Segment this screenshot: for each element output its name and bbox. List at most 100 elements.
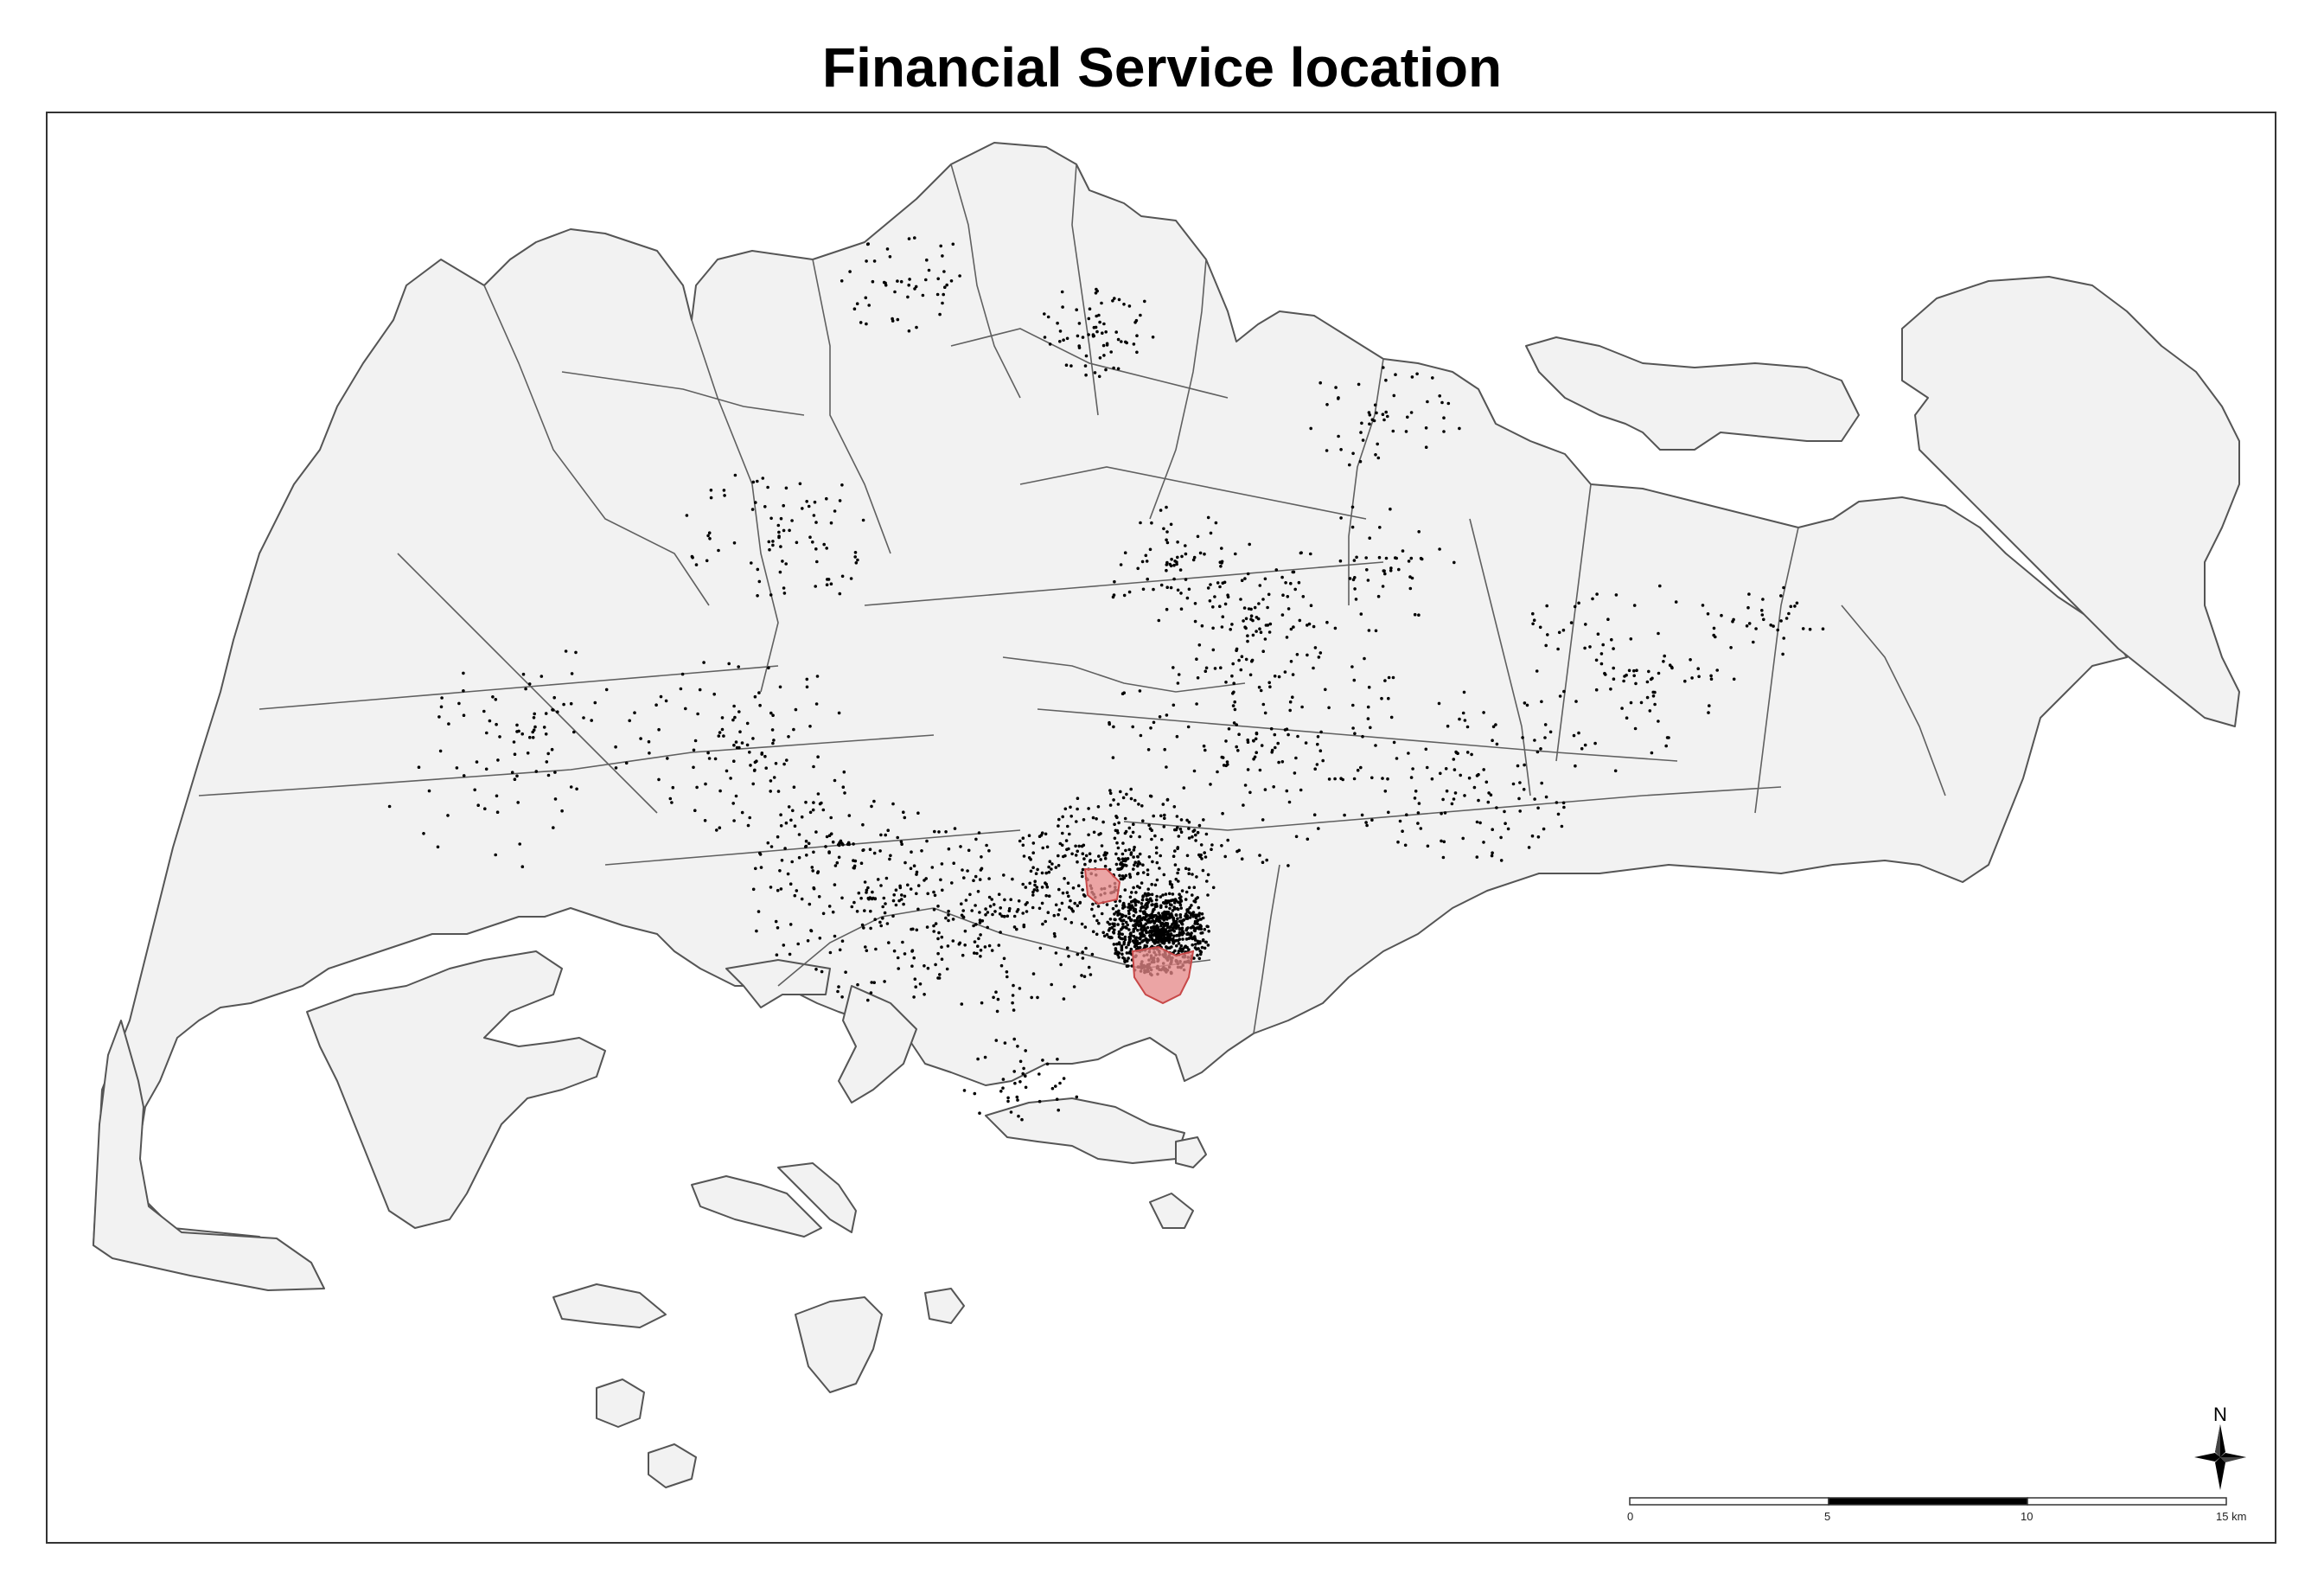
financial-service-point [780,859,784,862]
financial-service-point [961,909,965,912]
financial-service-point [784,821,788,825]
financial-service-point [899,840,903,844]
financial-service-point [1209,583,1212,586]
financial-service-point [1113,579,1116,584]
financial-service-point [1491,739,1494,742]
financial-service-point [1147,855,1152,859]
financial-service-point [1293,587,1297,592]
financial-service-point [782,503,785,508]
financial-service-point [1715,668,1719,672]
financial-service-point [1063,917,1067,921]
financial-service-point [949,279,954,283]
financial-service-point [1052,913,1057,918]
financial-service-point [767,540,771,544]
financial-service-point [1175,560,1178,564]
financial-service-point [1249,614,1254,617]
financial-service-point [1392,393,1396,398]
financial-service-point [1038,906,1042,911]
financial-service-point [769,516,773,521]
financial-service-point [633,711,636,714]
financial-service-point [1368,422,1371,426]
financial-service-point [1177,835,1181,838]
financial-service-point [884,902,887,905]
financial-service-point [1099,858,1102,861]
financial-service-point [1188,916,1192,919]
financial-service-point [774,762,778,765]
financial-service-point [786,872,790,876]
financial-service-point [1376,442,1379,446]
financial-service-point [792,785,796,789]
financial-service-point [1035,886,1039,889]
financial-service-point [915,928,919,932]
financial-service-point [1204,666,1209,670]
financial-service-point [1189,926,1193,930]
financial-service-point [1286,732,1290,737]
financial-service-point [941,888,944,892]
financial-service-point [1192,555,1197,560]
financial-service-point [1218,585,1222,589]
financial-service-point [462,713,466,717]
financial-service-point [1231,704,1235,707]
financial-service-point [968,892,972,897]
financial-service-point [944,916,948,920]
financial-service-point [1224,681,1228,684]
financial-service-point [1364,556,1368,560]
financial-service-point [910,927,913,931]
financial-service-point [1127,938,1132,942]
financial-service-point [778,685,782,689]
financial-service-point [1583,646,1587,650]
financial-service-point [1102,934,1107,938]
financial-service-point [1114,904,1118,908]
financial-service-point [550,747,554,752]
financial-service-point [1475,855,1479,859]
financial-service-point [1317,656,1321,659]
financial-service-point [712,692,716,696]
financial-service-point [797,855,801,860]
financial-service-point [1084,373,1088,377]
financial-service-point [1364,821,1368,824]
financial-service-point [1011,877,1014,881]
financial-service-point [1634,681,1638,686]
financial-service-point [1352,559,1357,562]
financial-service-point [1003,898,1006,902]
financial-service-point [1181,937,1184,941]
financial-service-point [1203,946,1207,950]
financial-service-point [1199,950,1204,954]
financial-service-point [1155,894,1159,899]
southern-island-1 [691,1175,822,1238]
financial-service-point [1155,924,1159,928]
financial-service-point [1108,720,1111,725]
financial-service-point [692,748,696,752]
financial-service-point [1096,905,1101,908]
financial-service-point [1301,595,1306,598]
financial-service-point [1029,858,1032,861]
financial-service-point [1194,943,1197,946]
financial-service-point [666,757,669,760]
financial-service-point [1129,947,1133,951]
financial-service-point [723,494,726,497]
financial-service-point [1206,873,1210,877]
financial-service-point [1021,836,1025,840]
financial-service-point [979,949,983,952]
financial-service-point [1426,844,1430,848]
financial-service-point [1001,1086,1005,1090]
financial-service-point [1191,835,1194,839]
financial-service-point [1016,1098,1019,1102]
financial-service-point [1162,825,1166,828]
financial-service-point [782,944,786,947]
financial-service-point [1201,939,1205,943]
financial-service-point [1185,818,1189,822]
financial-service-point [1133,845,1136,849]
financial-service-point [766,841,770,845]
financial-service-point [995,1009,999,1014]
financial-service-point [1157,917,1161,920]
financial-service-point [1540,700,1543,704]
financial-service-point [1277,760,1280,764]
financial-service-point [1114,852,1118,856]
financial-service-point [1319,730,1323,734]
financial-service-point [1561,628,1566,632]
financial-service-point [1536,750,1540,754]
financial-service-point [901,940,904,944]
financial-service-point [779,813,782,816]
